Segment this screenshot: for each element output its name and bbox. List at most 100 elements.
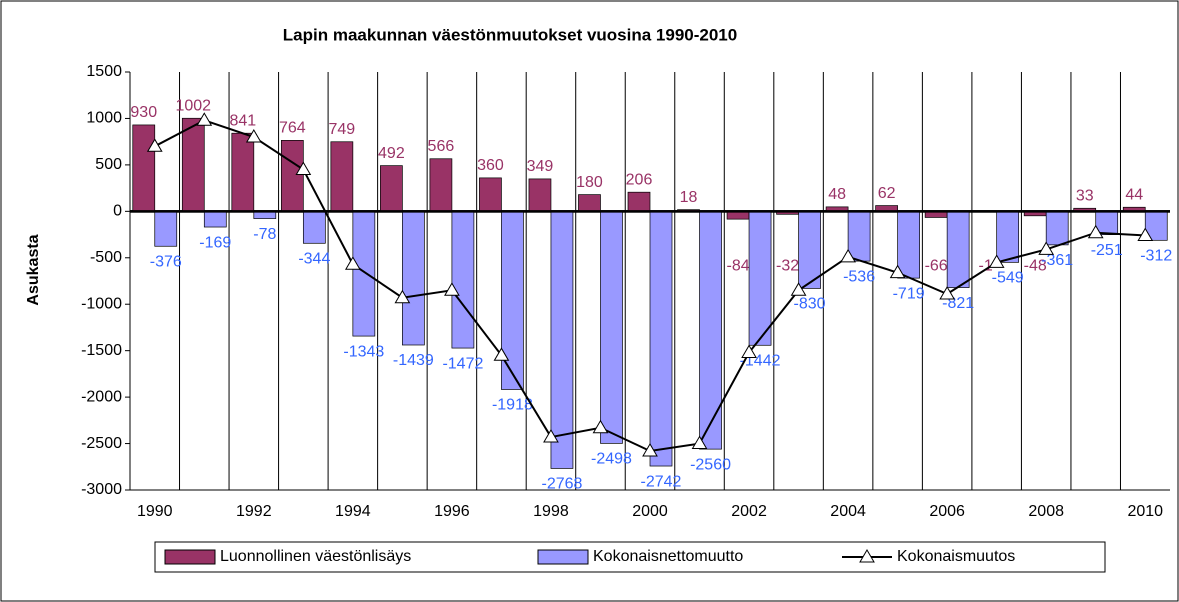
y-tick-label: -1500 — [81, 342, 122, 359]
data-label: -251 — [1091, 242, 1123, 259]
bar — [330, 141, 354, 212]
marker — [592, 419, 609, 434]
data-label: 930 — [130, 104, 157, 121]
data-label: 44 — [1125, 186, 1143, 203]
y-tick-label: 0 — [113, 203, 122, 220]
y-tick-label: 1000 — [86, 110, 122, 127]
marker — [939, 286, 956, 300]
y-tick-label: -500 — [90, 249, 122, 266]
data-label: -830 — [794, 296, 826, 313]
marker — [543, 429, 559, 443]
bar — [402, 210, 425, 346]
marker — [988, 254, 1005, 268]
data-label: 1002 — [175, 97, 211, 114]
x-tick-label: 1994 — [335, 503, 371, 520]
bar — [501, 210, 524, 390]
bar — [1045, 210, 1069, 246]
data-label: -1918 — [492, 397, 533, 414]
bar — [847, 210, 871, 262]
marker — [1087, 224, 1104, 239]
data-label: 841 — [229, 112, 256, 129]
x-tick-label: 2010 — [1127, 503, 1163, 520]
x-tick-label: 2000 — [632, 503, 668, 520]
legend-label: Kokonaismuutos — [897, 548, 1015, 565]
y-tick-label: 500 — [95, 156, 122, 173]
chart-title: Lapin maakunnan väestönmuutokset vuosina… — [283, 25, 737, 44]
data-label: 349 — [527, 158, 554, 175]
data-label: -312 — [1140, 248, 1172, 265]
bar — [627, 191, 651, 212]
marker — [444, 282, 460, 296]
x-tick-label: 2006 — [929, 503, 965, 520]
data-label: 749 — [329, 121, 356, 138]
data-label: 48 — [828, 186, 846, 203]
x-tick-label: 1998 — [533, 503, 569, 520]
marker — [1038, 241, 1055, 255]
bar — [479, 177, 502, 212]
marker — [196, 112, 213, 126]
data-label: -32 — [776, 258, 799, 275]
bar — [699, 210, 722, 450]
marker — [741, 344, 757, 359]
marker — [245, 129, 262, 143]
data-label: -1343 — [343, 343, 384, 360]
data-label: 206 — [626, 171, 653, 188]
marker — [889, 264, 906, 279]
data-label: 566 — [428, 138, 455, 155]
y-axis-label: Asukasta — [25, 234, 42, 305]
y-tick-label: -2500 — [81, 435, 122, 452]
marker — [493, 347, 510, 361]
y-tick-label: -2000 — [81, 388, 122, 405]
x-tick-label: 1990 — [137, 503, 173, 520]
data-label: -536 — [843, 268, 875, 285]
bar — [231, 132, 255, 212]
marker — [691, 435, 708, 450]
bar — [946, 210, 970, 288]
legend-label: Luonnollinen väestönlisäys — [220, 548, 411, 565]
data-label: -2768 — [541, 476, 582, 493]
legend-swatch — [537, 549, 589, 565]
marker — [1137, 227, 1154, 241]
x-tick-label: 2004 — [830, 503, 866, 520]
data-label: 764 — [279, 120, 306, 137]
data-label: -2498 — [591, 451, 632, 468]
x-tick-label: 1992 — [236, 503, 272, 520]
data-label: 18 — [680, 189, 698, 206]
legend-marker — [859, 549, 875, 563]
data-label: -361 — [1041, 252, 1073, 269]
legend-label: Kokonaisnettomuutto — [593, 548, 743, 565]
bar — [578, 194, 601, 212]
data-label: -549 — [992, 270, 1024, 287]
bar — [302, 210, 326, 244]
bar — [528, 178, 552, 212]
y-tick-label: -1000 — [81, 295, 122, 312]
data-label: 180 — [576, 174, 603, 191]
data-label: -84 — [726, 258, 749, 275]
data-label: -2742 — [641, 473, 682, 490]
bar — [996, 210, 1020, 263]
bar — [550, 210, 574, 469]
x-tick-label: 1996 — [434, 503, 470, 520]
data-label: 62 — [878, 185, 896, 202]
bar — [649, 210, 673, 467]
marker — [642, 442, 658, 457]
bar — [154, 210, 178, 247]
marker — [295, 161, 312, 176]
bar — [181, 117, 205, 212]
data-label: -169 — [199, 234, 231, 251]
legend — [154, 541, 1106, 573]
legend-swatch — [164, 549, 216, 565]
data-label: -376 — [150, 253, 182, 270]
data-label: -48 — [1024, 258, 1047, 275]
marker — [146, 138, 163, 152]
data-label: 492 — [378, 145, 405, 162]
bar — [897, 210, 920, 279]
bar — [352, 210, 376, 337]
bar — [203, 210, 227, 228]
bar — [748, 210, 772, 346]
data-label: -344 — [298, 251, 330, 268]
marker — [394, 289, 411, 304]
bar — [451, 210, 475, 349]
data-label: -2560 — [690, 456, 731, 473]
